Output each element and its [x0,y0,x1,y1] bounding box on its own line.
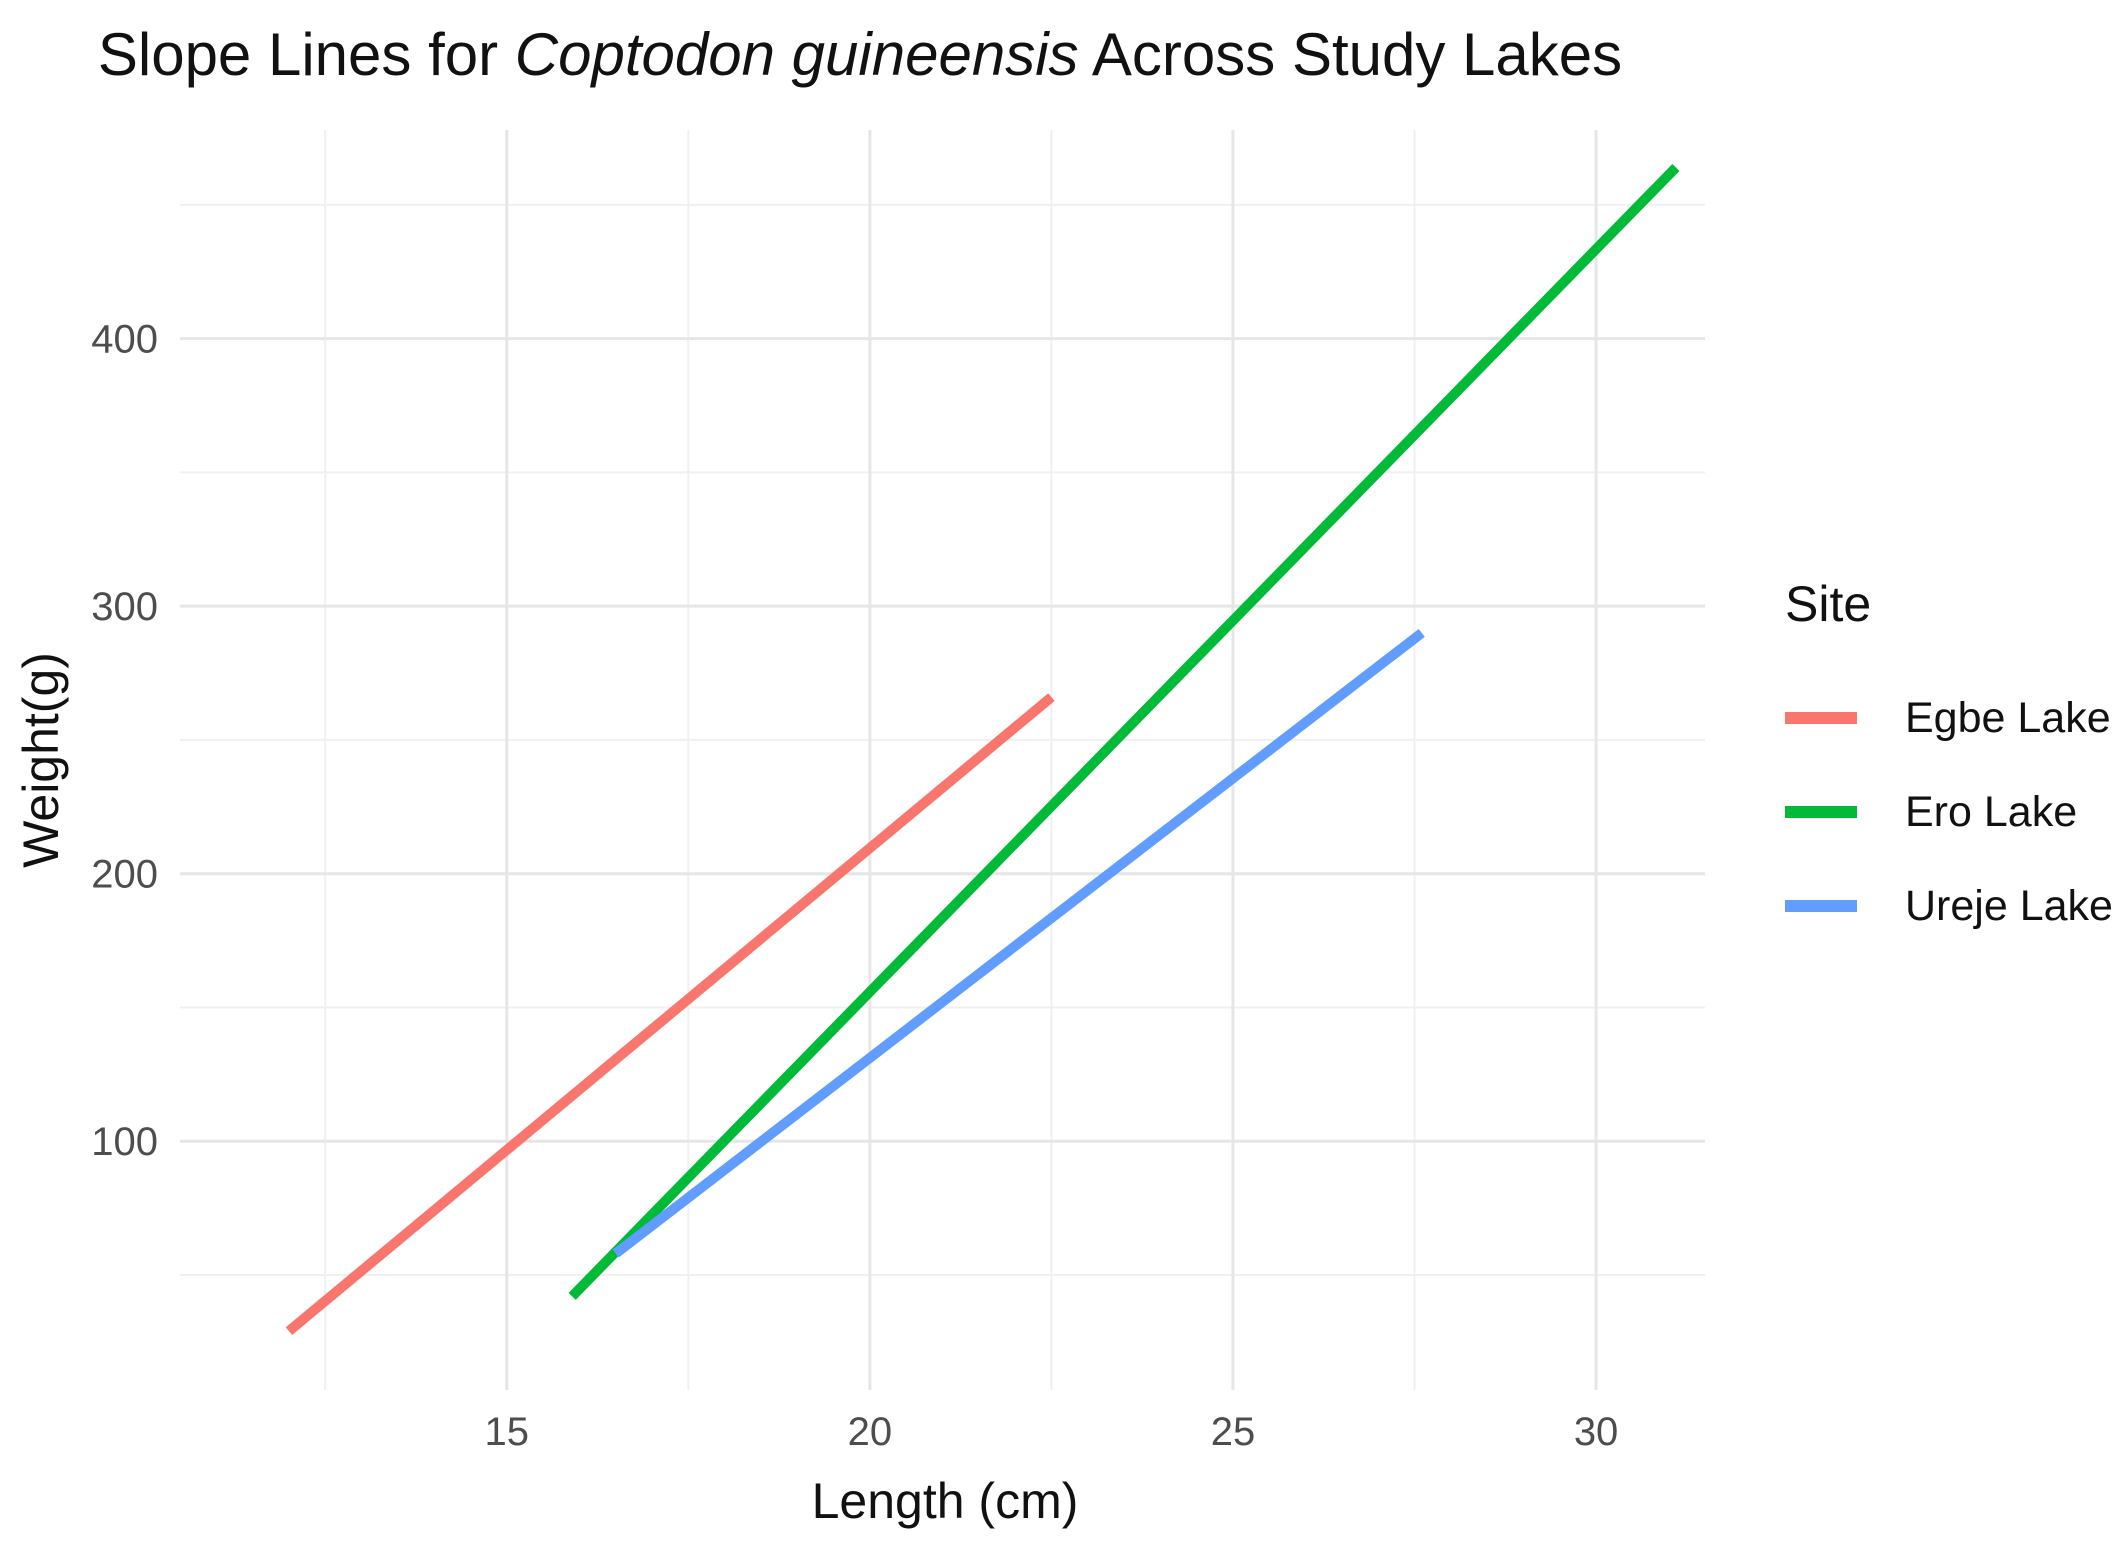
legend-key [1785,900,1857,912]
x-axis-title: Length (cm) [812,1473,1079,1529]
x-tick-label: 20 [848,1410,893,1454]
minor-gridlines [180,130,1705,1390]
major-gridlines [180,130,1705,1390]
legend: Site Egbe Lake Ero Lake Ureje Lake [1785,575,2113,953]
legend-label: Egbe Lake [1905,693,2111,742]
legend-label: Ureje Lake [1905,881,2113,930]
y-tick-label: 400 [91,318,158,362]
legend-item: Ero Lake [1785,765,2113,859]
legend-items: Egbe Lake Ero Lake Ureje Lake [1785,671,2113,953]
y-tick-label: 100 [91,1120,158,1164]
x-tick-label: 15 [485,1410,530,1454]
series-line-ureje-lake [612,628,1425,1258]
chart-title-suffix: Across Study Lakes [1078,21,1623,88]
x-tick-label: 25 [1211,1410,1256,1454]
legend-label: Ero Lake [1905,787,2078,836]
y-axis-title: Weight(g) [13,652,69,868]
legend-key [1785,806,1857,818]
y-tick-labels: 100 200 300 400 [91,318,158,1165]
series-lines [285,163,1680,1335]
series-line-ero-lake [568,163,1680,1300]
chart-title: Slope Lines for Coptodon guineensis Acro… [0,20,1720,89]
chart-title-species: Coptodon guineensis [514,21,1079,88]
series-line-egbe-lake [285,693,1055,1335]
y-tick-label: 300 [91,585,158,629]
x-tick-label: 30 [1574,1410,1619,1454]
y-tick-label: 200 [91,853,158,897]
x-tick-labels: 15 20 25 30 [485,1410,1619,1454]
legend-key [1785,712,1857,724]
legend-item: Egbe Lake [1785,671,2113,765]
legend-item: Ureje Lake [1785,859,2113,953]
legend-title: Site [1785,576,1872,632]
chart-title-prefix: Slope Lines for [97,21,515,88]
